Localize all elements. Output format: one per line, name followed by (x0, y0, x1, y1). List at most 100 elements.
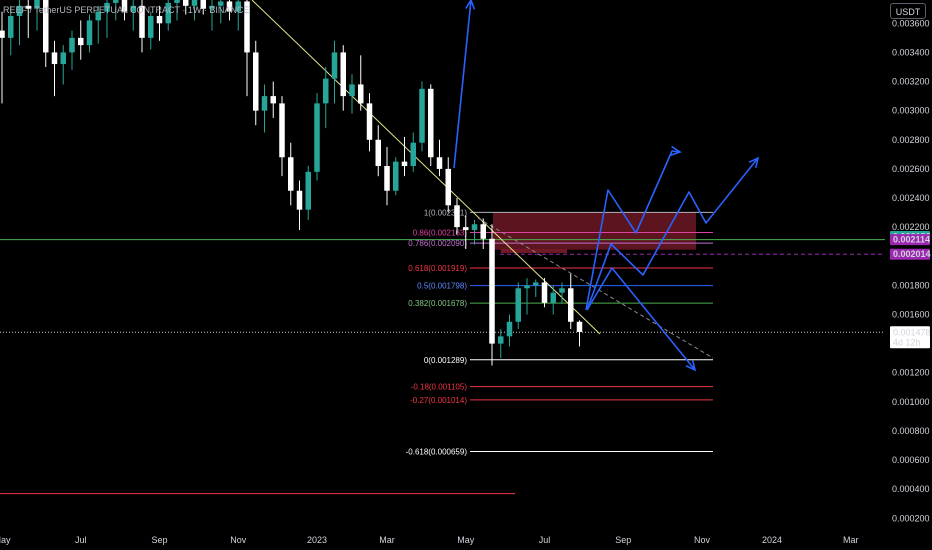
y-tick-label-0: 0.003600 (892, 18, 930, 28)
x-tick-label-0: May (0, 535, 11, 545)
candle-body-43 (375, 139, 381, 166)
candle-body-47 (410, 142, 416, 166)
candle-body-50 (436, 157, 443, 169)
x-tick-label-10: 2024 (762, 535, 782, 545)
candle-body-1 (8, 16, 14, 38)
candle-body-45 (393, 161, 399, 191)
candle-body-40 (349, 84, 355, 97)
candle-body-17 (148, 16, 154, 38)
fib-label-0: 1(0.002301) (424, 208, 467, 217)
candle-body-59 (515, 288, 521, 322)
candle-body-34 (296, 190, 303, 210)
candle-body-22 (191, 0, 198, 6)
price-badge-bg-1 (890, 234, 930, 246)
y-tick-label-16: 0.000400 (892, 484, 930, 494)
y-tick-label-15: 0.000600 (892, 455, 930, 465)
candle-body-38 (331, 52, 338, 79)
supply-zone (493, 212, 696, 250)
candle-body-21 (183, 0, 189, 6)
candle-body-26 (226, 1, 233, 12)
y-tick-label-12: 0.001200 (892, 368, 930, 378)
symbol-title: REEF / TetherUS PERPETUAL CONTRACT · 1W … (3, 5, 250, 15)
candle-body-63 (550, 292, 556, 303)
fib-label-7: -0.18(0.001105) (411, 383, 468, 392)
price-badge-bg-2 (890, 248, 930, 260)
candle-body-9 (78, 37, 84, 46)
candle-body-23 (200, 0, 206, 9)
fib-label-4: 0.5(0.001798) (417, 282, 467, 291)
candle-body-57 (498, 336, 504, 344)
last-price-countdown: 4d 12h (893, 337, 921, 347)
candle-body-53 (463, 227, 469, 231)
currency-button[interactable]: USDT (890, 3, 926, 19)
fib-label-6: 0(0.001289) (424, 356, 467, 365)
candle-body-37 (323, 78, 329, 104)
candle-body-19 (165, 2, 171, 24)
candle-body-39 (340, 52, 346, 97)
last-price-value: 0.001478 (893, 327, 931, 337)
candle-body-56 (489, 238, 495, 344)
y-tick-label-10: 0.001600 (892, 310, 930, 320)
price-axis (885, 0, 932, 550)
candle-body-29 (253, 52, 259, 111)
candle-body-55 (480, 224, 486, 239)
fib-label-1: 0.86(0.002163) (413, 229, 468, 238)
x-tick-label-8: Sep (615, 535, 631, 545)
y-tick-label-2: 0.003200 (892, 77, 930, 87)
fib-label-5: 0.382(0.001678) (408, 299, 467, 308)
candle-body-61 (533, 282, 539, 286)
x-tick-label-9: Nov (694, 535, 711, 545)
candle-body-5 (43, 0, 49, 53)
arrow-bullish-1 (585, 145, 682, 311)
x-tick-label-7: Jul (539, 535, 551, 545)
candle-body-25 (218, 1, 224, 6)
candle-body-18 (156, 16, 163, 24)
candle-body-54 (471, 224, 478, 231)
candle-body-7 (60, 52, 66, 65)
candle-body-42 (366, 103, 373, 140)
x-tick-label-6: May (457, 535, 475, 545)
candle-body-16 (139, 5, 145, 38)
candle-body-36 (314, 103, 320, 172)
candle-body-13 (113, 0, 119, 3)
candle-body-10 (86, 20, 93, 46)
arrow-bullish-2 (586, 156, 760, 311)
candle-body-6 (51, 52, 58, 65)
candle-body-32 (279, 103, 285, 158)
arrow-bearish (586, 267, 697, 372)
y-tick-label-7: 0.002200 (892, 222, 930, 232)
fib-label-9: -0.618(0.000659) (406, 448, 468, 457)
x-tick-label-1: Jul (75, 535, 87, 545)
candle-body-44 (384, 165, 390, 191)
candle-body-20 (174, 0, 180, 3)
x-tick-label-4: 2023 (307, 535, 327, 545)
candle-body-4 (34, 0, 40, 9)
y-tick-label-14: 0.000800 (892, 426, 930, 436)
y-tick-label-9: 0.001800 (892, 280, 930, 290)
y-tick-label-1: 0.003400 (892, 47, 930, 57)
candle-body-51 (445, 168, 451, 206)
candle-body-14 (121, 0, 128, 12)
fib-label-2: 0.786(0.002090) (408, 239, 467, 248)
candle-body-52 (454, 205, 460, 228)
fib-label-8: -0.27(0.001014) (410, 396, 467, 405)
candle-body-41 (358, 84, 364, 104)
trend-line (251, 0, 601, 335)
y-tick-label-5: 0.002600 (892, 164, 930, 174)
candle-body-48 (419, 88, 425, 143)
candle-body-28 (244, 1, 250, 53)
candle-body-60 (524, 285, 530, 289)
candle-body-0 (0, 30, 5, 38)
candle-body-33 (288, 157, 294, 191)
candle-body-64 (559, 288, 565, 293)
y-tick-label-6: 0.002400 (892, 193, 930, 203)
candle-body-66 (576, 321, 583, 332)
y-tick-label-3: 0.003000 (892, 106, 930, 116)
candle-body-58 (506, 321, 513, 337)
x-tick-label-5: Mar (379, 535, 395, 545)
fib-label-3: 0.618(0.001919) (408, 264, 467, 273)
candle-body-24 (209, 5, 215, 9)
